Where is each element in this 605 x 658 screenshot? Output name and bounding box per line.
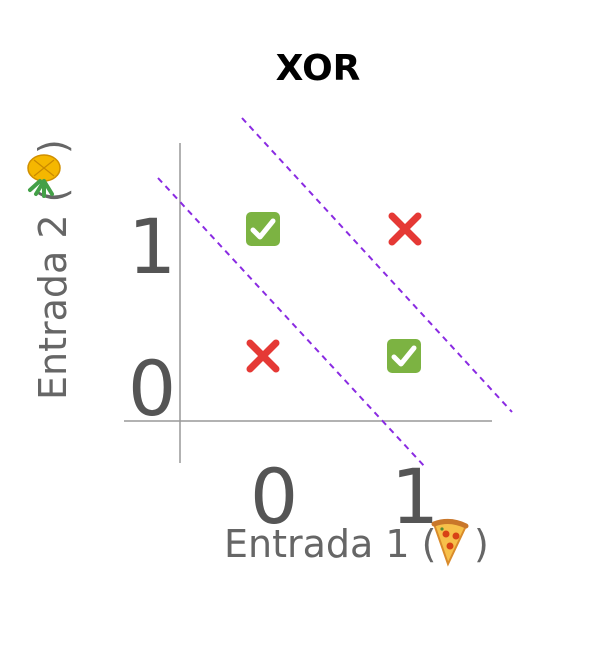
y-axis-label-prefix: Entrada 2 ( [31,188,75,400]
x-axis-label-prefix: Entrada 1 ( [224,522,436,566]
cross-icon [246,339,280,373]
pizza-icon [431,518,469,567]
diagram-title: XOR [276,48,361,89]
y-tick-1: 1 [128,202,176,291]
cross-icon [388,212,422,246]
check-icon [387,339,421,373]
point-x1-y0-check [387,339,421,373]
y-tick-0: 0 [128,344,176,433]
x-axis-label: Entrada 1 ( ) [224,518,489,567]
x-axis-label-suffix: ) [474,522,489,566]
point-x0-y0-cross [246,339,280,373]
y-axis-label: Entrada 2 ( ) [27,139,75,400]
y-axis-label-suffix: ) [31,139,75,154]
x-tick-0: 0 [250,452,298,541]
point-x1-y1-cross [388,212,422,246]
pineapple-icon [27,154,61,198]
x-tick-1: 1 [391,452,439,541]
decision-boundary-upper [241,117,513,413]
check-icon [246,212,280,246]
decision-boundary-lower [157,177,427,469]
point-x0-y1-check [246,212,280,246]
